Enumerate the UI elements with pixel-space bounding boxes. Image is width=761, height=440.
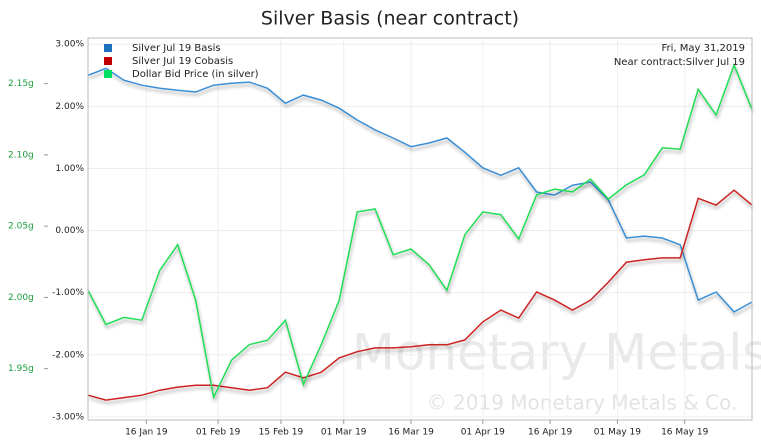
series-group [87,189,753,401]
y-tick-label: -3.00% [52,412,84,422]
series-line [87,63,753,400]
x-tick-label: 01 May 19 [594,428,642,438]
legend-label: Dollar Bid Price (in silver) [132,69,259,80]
legend-swatch [104,70,112,78]
y2-tick-label: 2.05g [8,222,34,232]
legend-label: Silver Jul 19 Cobasis [132,56,233,67]
x-tick-label: 01 Apr 19 [461,428,505,438]
x-tick-label: 01 Mar 19 [321,428,367,438]
y2-tick-label: 1.95g [8,364,34,374]
y-tick-label: 2.00% [55,102,84,112]
y-tick-label: 0.00% [55,226,84,236]
chart-title: Silver Basis (near contract) [261,8,519,30]
y-tick-label: 1.00% [55,164,84,174]
series-line [87,67,753,313]
legend-swatch [104,57,112,65]
y2-tick-label: 2.15g [8,79,34,89]
y2-tick-label: 2.10g [8,150,34,160]
y-tick-label: 3.00% [55,40,84,50]
y2-tick-label: 2.00g [8,293,34,303]
x-tick-label: 16 Jan 19 [125,428,168,438]
series-group [87,63,753,400]
x-tick-label: 15 Feb 19 [259,428,304,438]
legend-label: Silver Jul 19 Basis [132,43,221,54]
annotation: Near contract:Silver Jul 19 [614,57,745,68]
series-group [87,67,753,313]
series-line [87,189,753,401]
x-tick-label: 16 May 19 [661,428,709,438]
annotation: Fri, May 31,2019 [662,43,745,54]
watermark: Monetary Metals [352,324,761,382]
x-tick-label: 16 Apr 19 [528,428,572,438]
y-tick-label: -1.00% [52,288,84,298]
plot-frame [87,37,753,421]
y-tick-label: -2.00% [52,350,84,360]
x-tick-label: 01 Feb 19 [196,428,241,438]
watermark: © 2019 Monetary Metals & Co. [427,391,738,415]
legend-swatch [104,44,112,52]
x-tick-label: 16 Mar 19 [388,428,434,438]
